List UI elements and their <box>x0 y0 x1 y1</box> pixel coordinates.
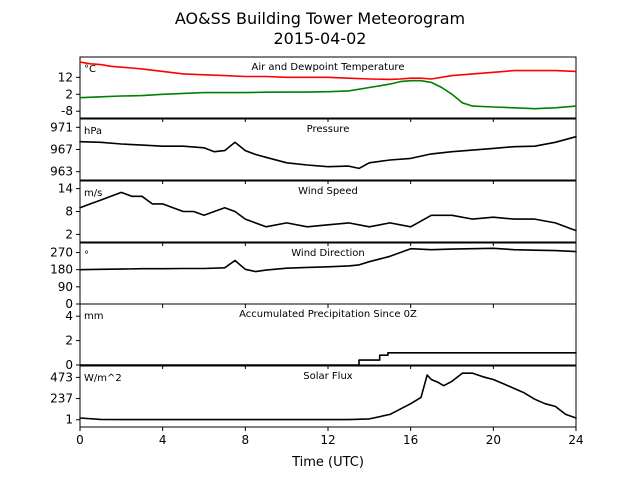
panel-unit-label: W/m^2 <box>84 373 122 384</box>
figure-title-line2: 2015-04-02 <box>274 29 367 48</box>
y-tick-label: 0 <box>65 358 73 372</box>
panel-title: Solar Flux <box>303 371 353 382</box>
y-tick-label: 14 <box>58 182 73 196</box>
panel-unit-label: m/s <box>84 188 102 199</box>
panel-title: Air and Dewpoint Temperature <box>252 62 405 73</box>
x-tick-label: 12 <box>320 433 335 447</box>
panel-1: 12 2 -8 Air and Dewpoint Temperature °C <box>58 56 577 122</box>
y-tick-label: 8 <box>65 205 73 219</box>
panel-2: 971 967 963 Pressure hPa <box>50 118 577 184</box>
panel-title: Accumulated Precipitation Since 0Z <box>239 309 417 320</box>
y-tick-label: 2 <box>65 87 73 101</box>
series-line-2 <box>79 79 577 110</box>
x-tick-label: 16 <box>403 433 418 447</box>
series-line-1 <box>79 352 577 366</box>
y-tick-label: 2 <box>65 227 73 241</box>
x-tick-label: 4 <box>159 433 167 447</box>
y-tick-label: 473 <box>50 370 73 384</box>
panel-title: Wind Direction <box>291 248 365 259</box>
panel-5: 4 2 0 Accumulated Precipitation Since 0Z mm <box>65 303 577 372</box>
y-tick-label: 967 <box>50 143 73 157</box>
y-tick-label: -8 <box>61 104 73 118</box>
panel-unit-label: hPa <box>84 126 102 137</box>
y-tick-label: 2 <box>65 334 73 348</box>
panel-unit-label: ° <box>84 250 89 261</box>
panel-unit-label: mm <box>84 311 103 322</box>
series-line-1 <box>79 61 577 81</box>
panel-3: 14 8 2 Wind Speed m/s <box>58 180 577 246</box>
x-axis-label: Time (UTC) <box>291 455 364 470</box>
series-line-1 <box>79 372 577 421</box>
y-tick-label: 0 <box>65 297 73 311</box>
series-line-1 <box>79 247 577 273</box>
panel-4: 270 180 90 0 Wind Direction ° <box>50 242 577 311</box>
y-tick-label: 180 <box>50 263 73 277</box>
x-tick-label: 8 <box>242 433 250 447</box>
y-tick-label: 963 <box>50 165 73 179</box>
panel-title: Wind Speed <box>298 186 358 197</box>
panel-title: Pressure <box>307 124 350 135</box>
series-line-1 <box>79 135 577 170</box>
panel-6: 473 237 10 4 8 12 16 20 24 Solar Flux W/m^2 <box>50 365 584 447</box>
y-tick-label: 270 <box>50 246 73 260</box>
series-line-1 <box>79 191 577 232</box>
y-tick-label: 12 <box>58 70 73 84</box>
x-tick-label: 24 <box>568 433 583 447</box>
panel-unit-label: °C <box>84 64 96 75</box>
x-tick-label: 20 <box>486 433 501 447</box>
y-tick-label: 1 <box>65 413 73 427</box>
y-tick-label: 4 <box>65 309 73 323</box>
y-tick-label: 237 <box>50 392 73 406</box>
y-tick-label: 971 <box>50 120 73 134</box>
x-tick-label: 0 <box>76 433 84 447</box>
figure-title-line1: AO&SS Building Tower Meteorogram <box>175 9 465 28</box>
y-tick-label: 90 <box>58 280 73 294</box>
